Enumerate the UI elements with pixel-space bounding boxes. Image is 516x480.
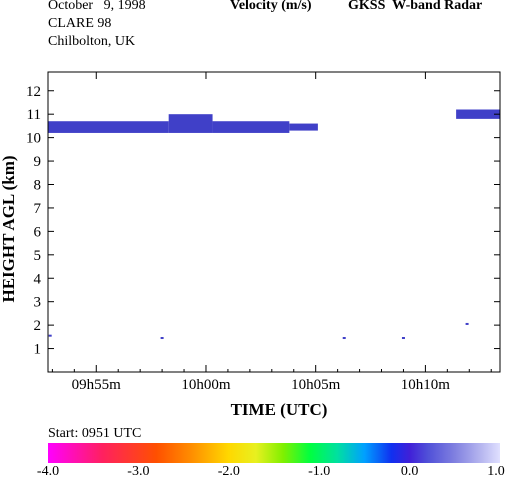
- header-quantity: Velocity (m/s): [230, 0, 312, 13]
- header-date: October 9, 1998: [48, 0, 146, 13]
- echo-region-2: [212, 121, 290, 133]
- y-tick-label-11: 11: [27, 107, 41, 123]
- echo-region-4: [456, 109, 500, 119]
- y-tick-label-8: 8: [34, 178, 42, 194]
- colorbar-tick-1: -3.0: [127, 464, 150, 479]
- colorbar-tick-2: -2.0: [217, 464, 240, 479]
- y-axis-title: HEIGHT AGL (km): [0, 155, 18, 302]
- echo-region-3: [289, 123, 318, 131]
- y-tick-label-5: 5: [34, 248, 42, 264]
- velocity-colorbar: [48, 443, 500, 463]
- colorbar-tick-0: -4.0: [36, 464, 60, 479]
- x-axis-title: TIME (UTC): [231, 400, 328, 419]
- x-tick-label-0: 09h55m: [72, 377, 122, 393]
- header-campaign: CLARE 98: [48, 16, 112, 31]
- y-tick-label-3: 3: [34, 295, 42, 311]
- echo-layer: [48, 109, 500, 340]
- echo-region-1: [168, 114, 213, 133]
- y-tick-label-1: 1: [34, 342, 42, 358]
- y-tick-label-6: 6: [34, 224, 42, 240]
- x-tick-label-2: 10h05m: [291, 377, 341, 393]
- y-tick-label-7: 7: [34, 201, 42, 217]
- colorbar-start-label: Start: 0951 UTC: [48, 426, 142, 441]
- colorbar-tick-5: 1.0: [487, 464, 505, 479]
- y-tick-label-4: 4: [34, 271, 42, 287]
- echo-point-1: [160, 337, 164, 340]
- x-tick-label-3: 10h10m: [401, 377, 451, 393]
- colorbar-tick-3: -1.0: [308, 464, 331, 479]
- y-tick-label-12: 12: [26, 84, 41, 100]
- echo-point-2: [342, 337, 346, 340]
- plot-frame: [47, 71, 501, 373]
- echo-point-4: [465, 322, 469, 325]
- header-location: Chilbolton, UK: [48, 34, 136, 49]
- echo-region-0: [48, 121, 169, 133]
- colorbar-tick-4: 0.0: [400, 464, 419, 479]
- y-tick-label-10: 10: [26, 131, 41, 147]
- echo-point-0: [48, 334, 52, 337]
- echo-point-3: [401, 337, 405, 340]
- x-tick-label-1: 10h00m: [181, 377, 231, 393]
- header-instrument: GKSS W-band Radar: [348, 0, 483, 13]
- y-tick-label-9: 9: [34, 154, 42, 170]
- y-tick-label-2: 2: [34, 318, 42, 334]
